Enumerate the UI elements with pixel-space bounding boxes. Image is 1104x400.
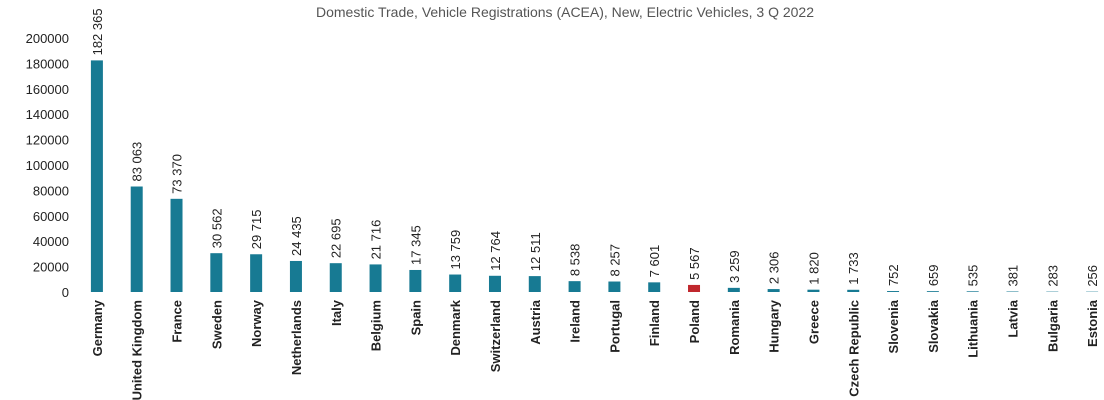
x-tick-label: Estonia [1085,299,1100,347]
value-label: 21 716 [369,220,384,260]
bar [727,287,740,292]
x-tick-label: Poland [687,300,702,343]
x-tick-label: Slovenia [886,299,901,353]
y-tick-label: 180000 [26,56,69,71]
x-tick-label: Italy [329,299,344,326]
bar [329,263,342,292]
y-tick-label: 60000 [33,209,69,224]
value-label: 5 567 [687,247,702,280]
x-tick-label: Ireland [568,300,583,343]
bar [847,289,860,292]
x-tick-label: Austria [528,299,543,345]
bar [210,253,223,292]
x-tick-label: Norway [249,299,264,347]
x-tick-label: Hungary [767,299,782,353]
value-label: 659 [926,264,941,286]
y-tick-label: 200000 [26,31,69,46]
y-tick-label: 80000 [33,183,69,198]
x-tick-label: Spain [408,300,423,335]
y-tick-label: 120000 [26,133,69,148]
y-tick-label: 100000 [26,158,69,173]
x-tick-label: Greece [806,300,821,344]
value-label: 12 511 [528,232,543,271]
bar [449,274,462,292]
value-label: 17 345 [408,225,423,265]
y-tick-label: 160000 [26,82,69,97]
x-tick-label: Portugal [607,300,622,353]
bar [807,289,820,292]
value-label: 1 733 [846,252,861,285]
y-tick-label: 20000 [33,260,69,275]
value-label: 24 435 [289,216,304,256]
bar [926,291,939,292]
value-label: 381 [1005,265,1020,287]
x-tick-label: Sweden [209,300,224,349]
bar [130,186,143,292]
value-label: 2 306 [767,252,782,285]
bar [688,284,701,292]
bar [90,60,103,292]
value-label: 29 715 [249,209,264,249]
x-tick-label: Slovakia [926,299,941,353]
bar [767,289,780,292]
x-tick-label: Latvia [1005,299,1020,337]
value-label: 13 759 [448,230,463,270]
value-label: 3 259 [727,250,742,283]
value-label: 256 [1085,265,1100,287]
bar [170,198,183,292]
y-tick-label: 140000 [26,107,69,122]
value-label: 8 538 [568,244,583,277]
x-tick-label: Czech Republic [846,300,861,397]
value-label: 22 695 [329,218,344,258]
x-tick-label: Bulgaria [1045,299,1060,352]
bar [648,282,661,292]
bar [250,254,263,292]
y-tick-label: 40000 [33,234,69,249]
value-label: 30 562 [209,208,224,248]
bar [608,281,621,292]
x-tick-label: Belgium [369,300,384,351]
x-tick-label: Romania [727,299,742,355]
value-label: 7 601 [647,245,662,278]
value-label: 182 365 [90,8,105,55]
x-tick-label: Denmark [448,299,463,355]
bar [966,291,979,292]
x-tick-label: United Kingdom [130,300,145,400]
value-label: 752 [886,264,901,286]
bar [528,276,541,292]
value-label: 1 820 [806,252,821,285]
bar [887,291,900,292]
bar [289,260,302,292]
value-label: 73 370 [170,154,185,194]
value-label: 83 063 [130,142,145,182]
bar [369,264,382,292]
chart-title: Domestic Trade, Vehicle Registrations (A… [316,4,814,20]
x-tick-label: Lithuania [966,299,981,358]
value-label: 283 [1045,265,1060,287]
value-label: 535 [966,265,981,287]
x-tick-label: Germany [90,299,105,356]
x-tick-label: Switzerland [488,300,503,372]
x-tick-label: France [170,300,185,343]
x-tick-label: Netherlands [289,300,304,375]
bar [488,275,501,292]
x-tick-label: Finland [647,300,662,346]
bar [568,281,581,292]
y-tick-label: 0 [62,285,69,300]
value-label: 8 257 [607,244,622,277]
value-label: 12 764 [488,231,503,271]
bar [409,269,422,292]
